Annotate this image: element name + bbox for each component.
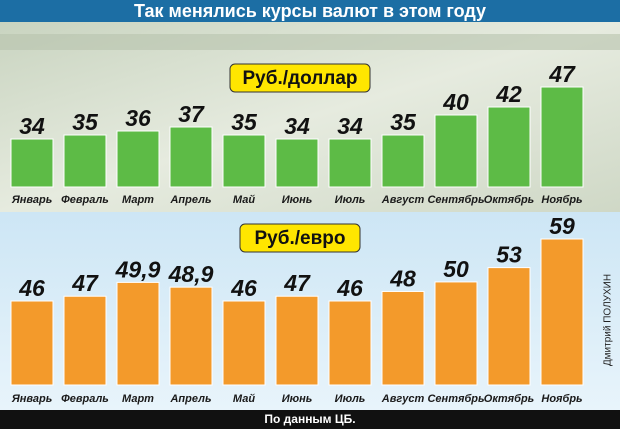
value-label: 42	[495, 81, 522, 107]
bar	[328, 300, 372, 386]
value-label: 53	[496, 242, 522, 268]
bar	[381, 134, 425, 188]
value-label: 48	[389, 265, 416, 291]
value-label: 48,9	[168, 261, 214, 287]
credit: Дмитрий ПОЛУХИН	[603, 274, 614, 366]
value-label: 50	[443, 256, 469, 282]
x-tick-label: Июль	[335, 194, 366, 206]
value-label: 59	[549, 213, 575, 239]
chart-title: Руб./евро	[255, 228, 346, 249]
x-tick-label: Апрель	[169, 194, 211, 206]
bar	[169, 286, 213, 386]
value-label: 34	[19, 113, 45, 139]
x-tick-label: Март	[122, 194, 154, 206]
x-tick-label: Ноябрь	[541, 194, 582, 206]
x-tick-label: Март	[122, 393, 154, 405]
x-tick-label: Август	[381, 194, 425, 206]
value-label: 46	[18, 275, 45, 301]
value-label: 36	[125, 105, 151, 131]
x-tick-label: Ноябрь	[541, 393, 582, 405]
bar	[487, 267, 531, 386]
x-tick-label: Январь	[11, 393, 53, 405]
title-bar	[0, 0, 620, 22]
x-tick-label: Октябрь	[484, 393, 534, 405]
x-tick-label: Май	[233, 393, 255, 405]
x-tick-label: Февраль	[61, 393, 109, 405]
bar	[169, 126, 213, 188]
bar	[275, 295, 319, 386]
value-label: 37	[178, 101, 205, 127]
source: По данным ЦБ.	[264, 412, 355, 426]
x-tick-label: Июль	[335, 393, 366, 405]
x-tick-label: Июнь	[282, 393, 313, 405]
plots: Руб./доллар 34 Январь 35 Февраль 36 Март 37 Апре…	[10, 61, 584, 405]
bar	[540, 238, 584, 386]
bar	[540, 86, 584, 188]
value-label: 46	[230, 275, 257, 301]
chart-title-box	[229, 63, 371, 93]
bar	[328, 138, 372, 188]
value-label: 47	[71, 270, 99, 296]
x-tick-label: Июнь	[282, 194, 313, 206]
bar	[63, 295, 107, 386]
page-title: Так менялись курсы валют в этом году	[134, 1, 486, 21]
footer-bar	[0, 410, 620, 429]
value-label: 40	[442, 89, 469, 115]
bar	[10, 138, 54, 188]
chart-title-box	[239, 223, 361, 253]
bar	[275, 138, 319, 188]
bar	[381, 290, 425, 386]
bar	[222, 134, 266, 188]
value-label: 35	[390, 109, 417, 135]
value-label: 46	[336, 275, 363, 301]
bar	[434, 114, 478, 188]
x-tick-label: Январь	[11, 194, 53, 206]
value-label: 49,9	[115, 256, 161, 282]
x-tick-label: Апрель	[169, 393, 211, 405]
value-label: 34	[284, 113, 310, 139]
chart-title: Руб./доллар	[242, 68, 357, 89]
bar	[434, 281, 478, 386]
x-tick-label: Сентябрь	[427, 393, 484, 405]
bar	[222, 300, 266, 386]
banknote-band	[0, 34, 620, 50]
bar	[487, 106, 531, 188]
x-tick-label: Сентябрь	[427, 194, 484, 206]
x-tick-label: Май	[233, 194, 255, 206]
x-tick-label: Август	[381, 393, 425, 405]
value-label: 47	[283, 270, 311, 296]
bar	[63, 134, 107, 188]
x-tick-label: Февраль	[61, 194, 109, 206]
value-label: 34	[337, 113, 363, 139]
value-label: 35	[72, 109, 99, 135]
bar	[10, 300, 54, 386]
bar	[116, 281, 160, 386]
value-label: 47	[548, 61, 576, 87]
value-label: 35	[231, 109, 258, 135]
x-tick-label: Октябрь	[484, 194, 534, 206]
bar	[116, 130, 160, 188]
